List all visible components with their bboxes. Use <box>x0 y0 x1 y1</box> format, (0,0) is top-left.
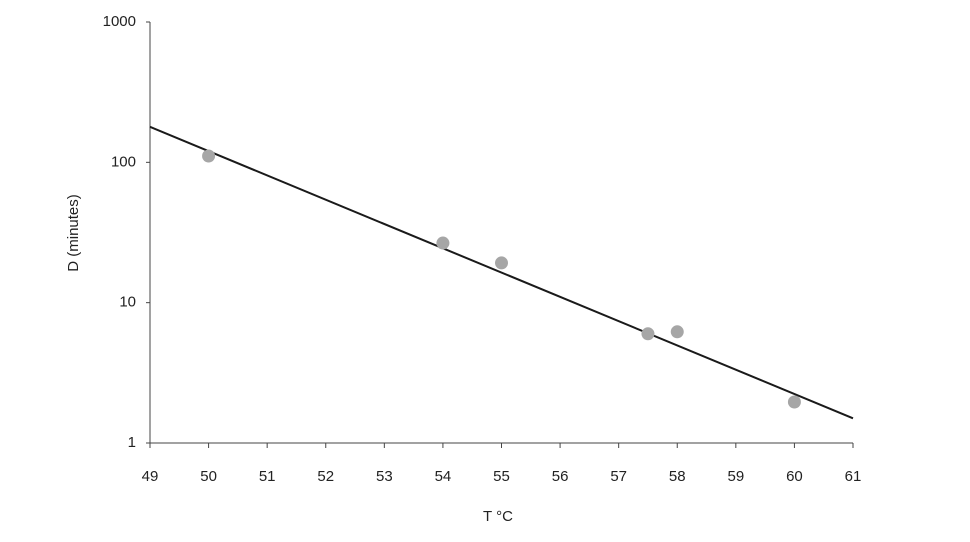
data-point <box>202 149 216 163</box>
y-tick-label: 1000 <box>103 13 136 30</box>
trend-line <box>149 125 854 420</box>
y-tick-label: 10 <box>119 294 136 311</box>
x-tick-label: 53 <box>376 468 393 485</box>
data-point <box>436 236 450 250</box>
y-tick-label: 100 <box>111 153 136 170</box>
x-tick-label: 59 <box>727 468 744 485</box>
x-tick-label: 58 <box>669 468 686 485</box>
x-tick-label: 61 <box>845 468 862 485</box>
x-tick-label: 57 <box>610 468 627 485</box>
x-tick-label: 56 <box>552 468 569 485</box>
x-tick-label: 54 <box>435 468 452 485</box>
y-tick-label: 1 <box>128 434 136 451</box>
x-tick-label: 49 <box>142 468 159 485</box>
x-tick-label: 60 <box>786 468 803 485</box>
data-point <box>641 327 655 341</box>
x-tick-label: 55 <box>493 468 510 485</box>
y-axis-label: D (minutes) <box>65 194 82 272</box>
data-point <box>670 325 684 339</box>
x-tick-label: 51 <box>259 468 276 485</box>
data-point <box>495 256 508 270</box>
x-tick-label: 50 <box>200 468 217 485</box>
x-axis-label: T °C <box>483 508 513 525</box>
x-tick-label: 52 <box>317 468 334 485</box>
data-point <box>787 395 801 409</box>
